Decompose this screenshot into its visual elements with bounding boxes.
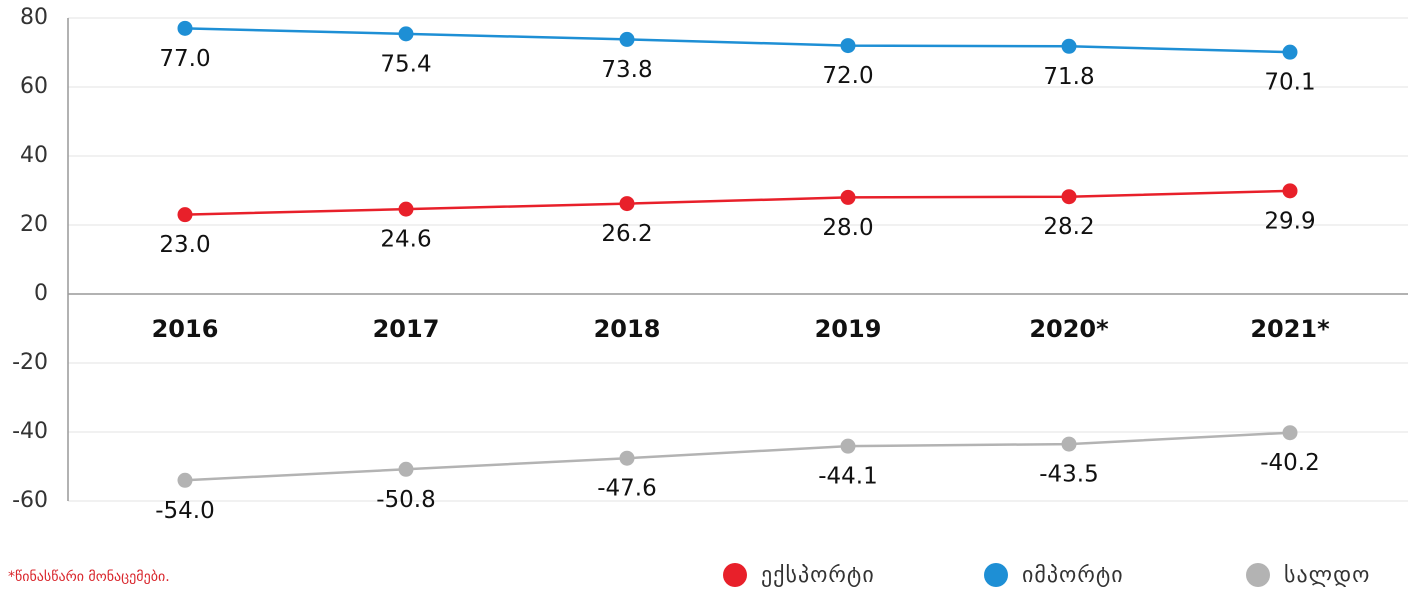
- data-point: [1282, 44, 1298, 60]
- series-line: [184, 431, 1291, 482]
- y-tick-label: -20: [12, 350, 48, 375]
- data-label: -50.8: [376, 487, 436, 513]
- data-label: 24.6: [380, 227, 431, 253]
- data-label: 73.8: [601, 57, 652, 83]
- y-tick-label: 20: [20, 212, 48, 237]
- data-label: 70.1: [1264, 70, 1315, 96]
- data-label: 29.9: [1264, 208, 1315, 234]
- data-point: [840, 38, 856, 54]
- data-label: -40.2: [1260, 450, 1320, 476]
- data-point: [619, 31, 635, 47]
- data-point: [619, 450, 635, 466]
- data-point: [177, 472, 193, 488]
- data-point: [1061, 436, 1077, 452]
- data-label: -47.6: [597, 476, 657, 502]
- x-tick-label: 2019: [815, 315, 882, 343]
- data-label: 28.2: [1043, 214, 1094, 240]
- data-point: [398, 26, 414, 42]
- legend-label: იმპორტი: [1022, 563, 1124, 588]
- data-label: 26.2: [601, 221, 652, 247]
- data-point: [840, 189, 856, 205]
- data-label: 77.0: [159, 46, 210, 72]
- footnote: *წინასწარი მონაცემები.: [8, 568, 170, 585]
- data-point: [177, 207, 193, 223]
- data-point: [398, 201, 414, 217]
- legend-marker: [1246, 563, 1270, 587]
- data-point: [1061, 38, 1077, 54]
- data-label: 75.4: [380, 51, 431, 77]
- data-label: 71.8: [1043, 64, 1094, 90]
- data-point: [177, 20, 193, 36]
- y-tick-label: 80: [20, 5, 48, 30]
- x-tick-label: 2017: [373, 315, 440, 343]
- legend-label: სალდო: [1284, 563, 1370, 588]
- y-tick-label: 0: [34, 281, 48, 306]
- series-line: [184, 27, 1291, 54]
- y-tick-label: 60: [20, 74, 48, 99]
- data-point: [619, 196, 635, 212]
- data-label: -54.0: [155, 498, 215, 524]
- data-label: -44.1: [818, 464, 878, 490]
- legend-marker: [984, 563, 1008, 587]
- data-label: 23.0: [159, 232, 210, 258]
- x-tick-label: 2018: [594, 315, 661, 343]
- data-point: [1282, 183, 1298, 199]
- y-tick-label: -60: [12, 488, 48, 513]
- legend-label: ექსპორტი: [761, 563, 875, 588]
- legend-marker: [723, 563, 747, 587]
- series-line: [184, 189, 1291, 216]
- data-point: [840, 438, 856, 454]
- data-label: 28.0: [822, 215, 873, 241]
- data-point: [1282, 425, 1298, 441]
- data-label: 72.0: [822, 63, 873, 89]
- data-point: [398, 461, 414, 477]
- y-tick-label: 40: [20, 143, 48, 168]
- x-tick-label: 2020*: [1029, 315, 1109, 343]
- x-tick-label: 2021*: [1250, 315, 1330, 343]
- data-point: [1061, 189, 1077, 205]
- y-tick-label: -40: [12, 419, 48, 444]
- x-tick-label: 2016: [152, 315, 219, 343]
- data-label: -43.5: [1039, 462, 1099, 488]
